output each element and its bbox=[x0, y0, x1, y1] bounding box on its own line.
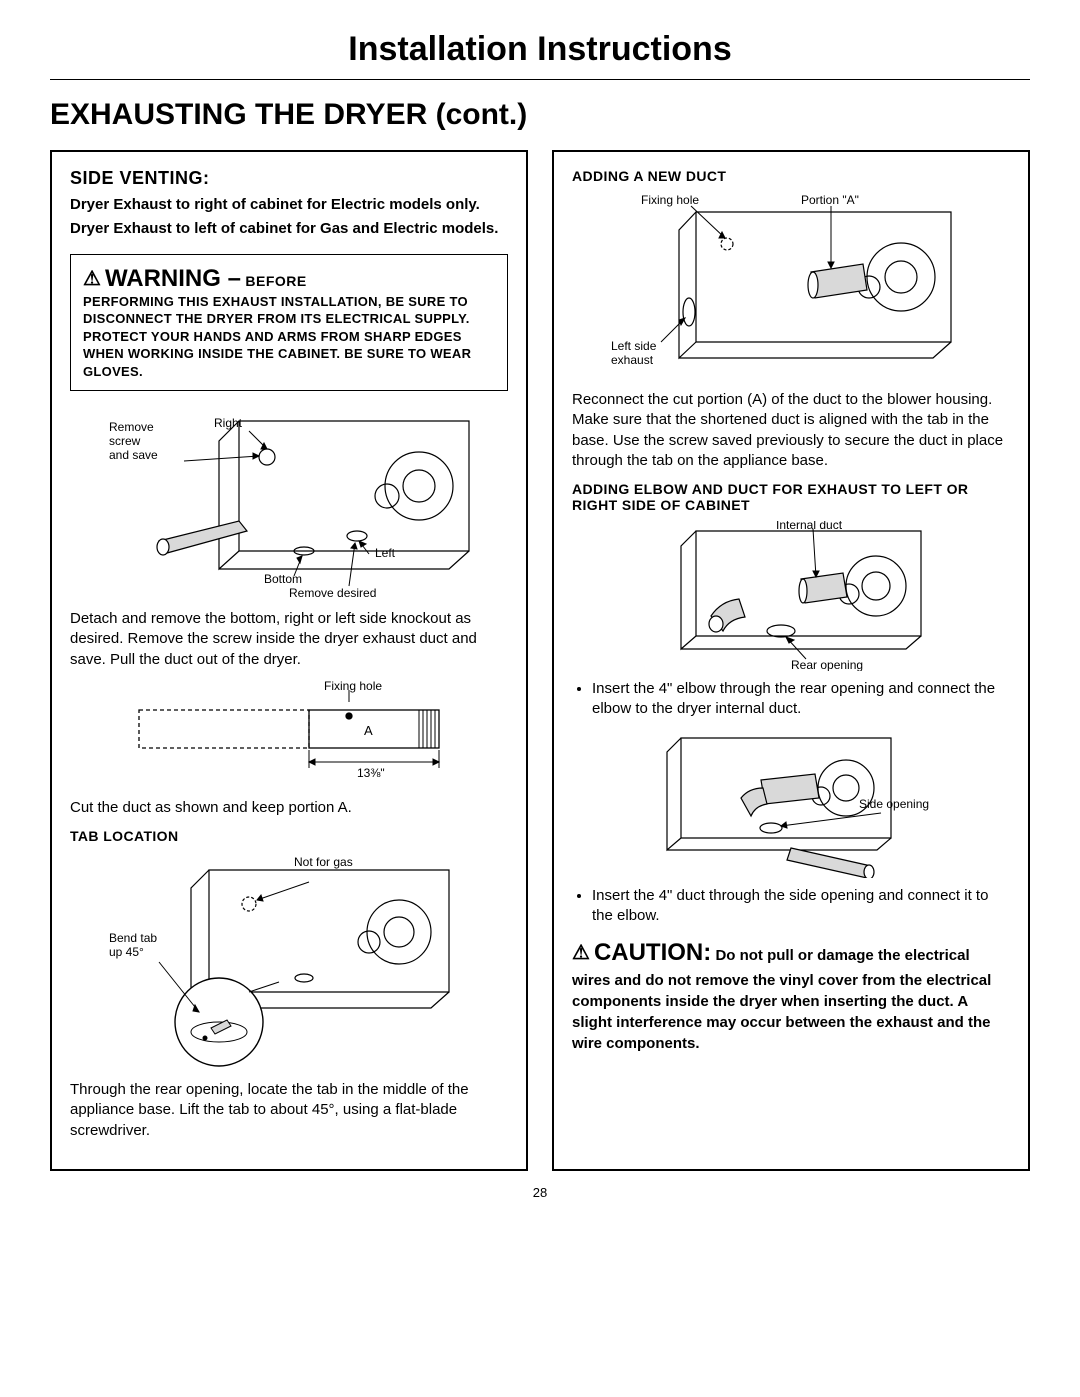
adding-duct-heading: ADDING A NEW DUCT bbox=[572, 168, 1010, 184]
bullet-2: Insert the 4" duct through the side open… bbox=[592, 886, 1010, 927]
bullet-list-2: Insert the 4" duct through the side open… bbox=[572, 886, 1010, 927]
bullet-list-1: Insert the 4" elbow through the rear ope… bbox=[572, 679, 1010, 720]
fig1-remove-screw-l1: Remove bbox=[109, 420, 154, 434]
svg-text:Left side: Left side bbox=[611, 339, 657, 353]
left-column: SIDE VENTING: Dryer Exhaust to right of … bbox=[50, 150, 528, 1171]
page-number: 28 bbox=[50, 1185, 1030, 1200]
svg-text:screw: screw bbox=[109, 434, 141, 448]
figure-duct-cut: Fixing hole A 13⅜" bbox=[109, 680, 469, 790]
svg-text:and save: and save bbox=[109, 448, 158, 462]
title-rule bbox=[50, 79, 1030, 80]
tab-location-heading: TAB LOCATION bbox=[70, 828, 508, 844]
fig4-fixing-hole: Fixing hole bbox=[641, 193, 699, 207]
caution-block: ⚠CAUTION: Do not pull or damage the elec… bbox=[572, 936, 1010, 1054]
fig1-knockout-l1: Remove desired bbox=[289, 586, 376, 600]
bullet-1: Insert the 4" elbow through the rear ope… bbox=[592, 679, 1010, 720]
fig2-len: 13⅜" bbox=[357, 766, 385, 780]
figure-add-duct: Fixing hole Portion "A" Left side exhaus… bbox=[601, 192, 981, 382]
fig1-left: Left bbox=[375, 546, 396, 560]
side-venting-p2: Dryer Exhaust to left of cabinet for Gas… bbox=[70, 219, 508, 239]
warning-before: BEFORE bbox=[245, 273, 306, 289]
fig5-internal-duct: Internal duct bbox=[776, 521, 843, 532]
para-cut: Cut the duct as shown and keep portion A… bbox=[70, 798, 508, 818]
warning-icon: ⚠ bbox=[83, 268, 101, 290]
figure-tab-location: Not for gas Bend tab up 45° bbox=[99, 852, 479, 1072]
right-column: ADDING A NEW DUCT bbox=[552, 150, 1030, 1171]
figure-knockout: Remove screw and save Right Bottom Left … bbox=[89, 401, 489, 601]
para-tab: Through the rear opening, locate the tab… bbox=[70, 1080, 508, 1141]
para-detach: Detach and remove the bottom, right or l… bbox=[70, 609, 508, 670]
fig4-portion-a: Portion "A" bbox=[801, 193, 859, 207]
fig2-a: A bbox=[364, 723, 373, 738]
para-reconnect: Reconnect the cut portion (A) of the duc… bbox=[572, 390, 1010, 471]
warning-box: ⚠WARNING – BEFORE PERFORMING THIS EXHAUS… bbox=[70, 254, 508, 392]
fig5-rear-opening: Rear opening bbox=[791, 658, 863, 671]
caution-icon: ⚠ bbox=[572, 942, 590, 964]
svg-text:exhaust: exhaust bbox=[611, 353, 654, 367]
svg-text:knockout (one only): knockout (one only) bbox=[289, 600, 394, 601]
fig3-not-gas: Not for gas bbox=[294, 855, 353, 869]
svg-text:Bend tab: Bend tab bbox=[109, 931, 157, 945]
section-title: EXHAUSTING THE DRYER (cont.) bbox=[50, 98, 1030, 132]
svg-text:up 45°: up 45° bbox=[109, 945, 144, 959]
warning-label: ⚠WARNING – bbox=[83, 265, 241, 292]
fig1-right: Right bbox=[214, 416, 243, 430]
columns: SIDE VENTING: Dryer Exhaust to right of … bbox=[50, 150, 1030, 1171]
fig6-side-opening: Side opening bbox=[859, 797, 929, 811]
side-venting-p1: Dryer Exhaust to right of cabinet for El… bbox=[70, 195, 508, 215]
elbow-heading: ADDING ELBOW AND DUCT FOR EXHAUST TO LEF… bbox=[572, 481, 1010, 513]
side-venting-heading: SIDE VENTING: bbox=[70, 168, 508, 189]
warning-text: WARNING – bbox=[105, 265, 241, 292]
caution-label: CAUTION: bbox=[594, 939, 711, 966]
warning-body: PERFORMING THIS EXHAUST INSTALLATION, BE… bbox=[83, 293, 495, 381]
page-title: Installation Instructions bbox=[50, 30, 1030, 69]
figure-side-opening: Side opening bbox=[641, 728, 941, 878]
fig2-fixing-hole: Fixing hole bbox=[324, 680, 382, 693]
fig1-bottom: Bottom bbox=[264, 572, 302, 586]
figure-elbow: Internal duct Rear opening bbox=[641, 521, 941, 671]
